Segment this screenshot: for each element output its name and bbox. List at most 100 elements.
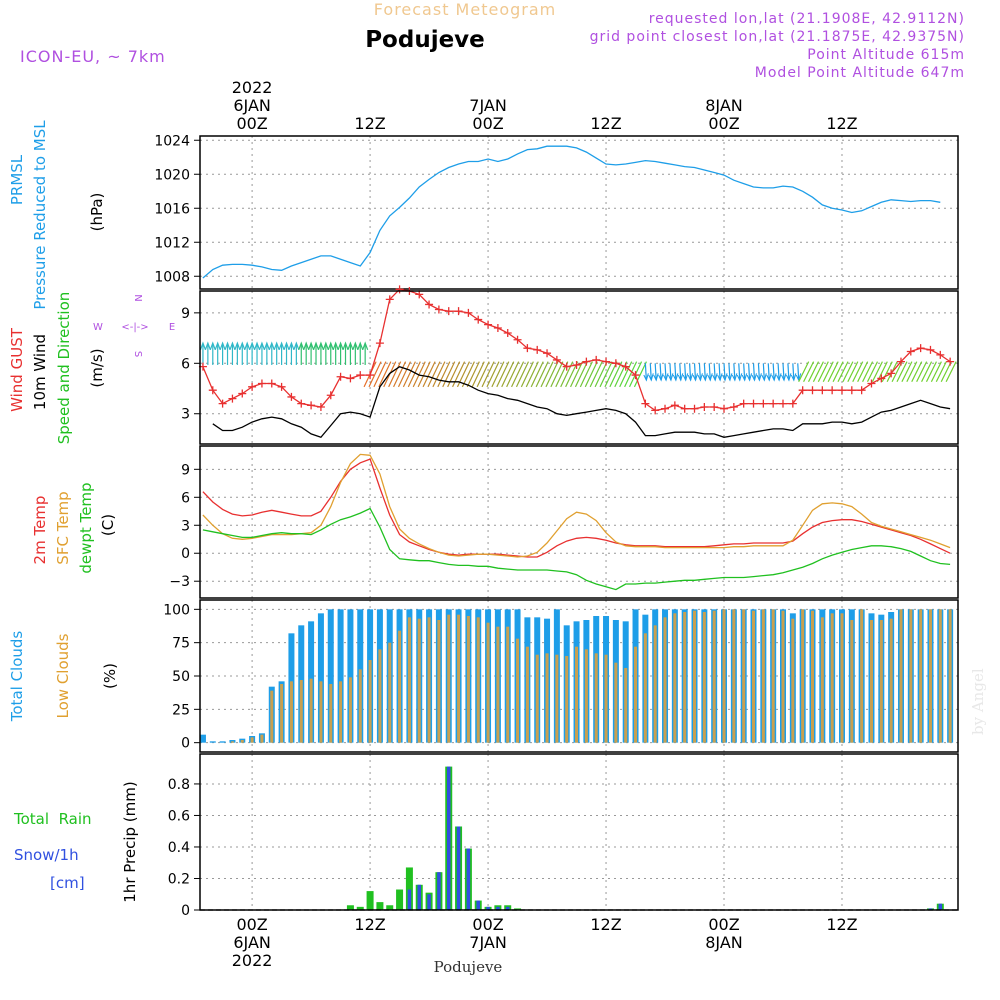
wind-arrow-head (648, 373, 654, 382)
cloud-bar-1 (240, 740, 244, 743)
gust-marker (326, 391, 335, 400)
bottom-time-label: 12Z (826, 915, 857, 934)
gust-marker (257, 379, 266, 388)
gust-marker (946, 357, 955, 366)
gust-marker (916, 344, 925, 353)
wind-arrow (772, 363, 775, 381)
y-tick-label: 1016 (154, 201, 190, 217)
model-name: ICON-EU, ~ 7km (20, 47, 166, 66)
wind-arrow (723, 363, 726, 381)
wind-arrow-head (204, 341, 211, 351)
wind-arrow-head (746, 373, 753, 382)
wind-arrow (925, 361, 938, 383)
gust-marker (582, 357, 591, 366)
gust-marker (425, 300, 434, 309)
wind-arrow (945, 361, 957, 383)
cloud-bar-0 (219, 741, 226, 743)
y-tick-label: 9 (181, 306, 190, 322)
cloud-bar-1 (830, 613, 834, 743)
wind-arrow (827, 361, 839, 383)
cloud-bar-1 (466, 616, 470, 743)
gust-marker (592, 355, 601, 364)
cloud-bar-1 (280, 684, 284, 743)
y-tick-label: 9 (181, 462, 190, 478)
y-tick-label: 3 (181, 407, 190, 423)
cloud-bar-1 (594, 653, 598, 743)
wind-direction-arrows (199, 341, 957, 388)
wind-arrow-head (722, 373, 728, 382)
wind-arrow (496, 361, 510, 388)
wind-arrow-head (795, 373, 802, 382)
top-time-label: 00Z (472, 114, 503, 133)
precip-bar-1 (938, 903, 943, 910)
wind-arrow (481, 361, 495, 388)
y-tick-label: 100 (163, 602, 190, 618)
wind-arrow-head (352, 341, 359, 351)
gust-marker (513, 335, 522, 344)
wind-arrow (417, 361, 431, 388)
precip-bar-1 (427, 894, 431, 910)
cloud-bar-1 (368, 660, 372, 743)
wind-arrow-head (327, 341, 334, 351)
wind-arrow-head (258, 341, 266, 351)
gust-marker (552, 355, 561, 364)
cloud-bar-1 (879, 620, 883, 743)
cloud-bar-0 (347, 609, 354, 743)
wind-arrow (402, 361, 416, 388)
wind-arrow (743, 363, 746, 381)
wind-arrow-head (249, 341, 256, 351)
wind-arrow (896, 361, 908, 383)
gust-marker (857, 386, 866, 395)
wind-arrow (738, 363, 741, 381)
cloud-bar-1 (516, 638, 520, 743)
cloud-bar-0 (209, 741, 216, 743)
cloud-bar-1 (250, 737, 254, 743)
header: Forecast Meteogram Podujeve ICON-EU, ~ 7… (20, 0, 987, 976)
wind-arrow (762, 363, 765, 381)
wind-arrow-head (362, 341, 369, 351)
wind-arrow (515, 361, 530, 388)
wind-arrow-head (337, 341, 344, 351)
wind-arrow (579, 361, 593, 388)
gust-marker (366, 371, 375, 380)
wind-arrow (570, 361, 584, 388)
wind-arrow (797, 363, 800, 381)
gust-marker (346, 374, 355, 383)
precip-bar-0 (386, 905, 394, 910)
cloud-bar-1 (693, 610, 697, 743)
bottom-time-label: 2022 (232, 951, 273, 970)
pressure-label-1: PRMSL (8, 154, 26, 205)
top-time-label: 8JAN (705, 96, 743, 115)
wind-arrow-head (702, 373, 708, 382)
cloud-bar-1 (398, 630, 402, 743)
y-tick-label: 0.6 (168, 808, 190, 824)
low-clouds-label: Low Clouds (54, 633, 72, 718)
cloud-bar-1 (742, 609, 746, 743)
precip-bar-1 (466, 848, 471, 910)
top-time-label: 12Z (826, 114, 857, 133)
bottom-time-label: 6JAN (233, 933, 271, 952)
series-line-dewpt-temp (202, 507, 951, 591)
wind-arrow-head (263, 341, 270, 351)
cloud-bar-1 (810, 610, 814, 743)
snow-unit: [cm] (50, 874, 85, 892)
precip-bar-1 (496, 906, 500, 910)
gust-marker (877, 374, 886, 383)
wind-arrow-head (209, 341, 216, 351)
gust-marker (228, 394, 237, 403)
gust-marker (454, 307, 463, 316)
wind-arrow-head (239, 341, 246, 351)
cloud-bar-1 (329, 684, 333, 743)
gust-marker (896, 357, 905, 366)
wind-arrow (525, 361, 539, 388)
gust-marker (297, 399, 306, 408)
cloud-bar-1 (624, 668, 628, 743)
wind-arrow (862, 361, 874, 383)
bottom-time-label: 00Z (236, 915, 267, 934)
wind-arrow (654, 363, 657, 381)
svg-text:E: E (169, 322, 175, 333)
wind-arrow (574, 361, 588, 388)
wind-arrow-head (682, 373, 689, 382)
svg-text:S: S (132, 351, 143, 357)
